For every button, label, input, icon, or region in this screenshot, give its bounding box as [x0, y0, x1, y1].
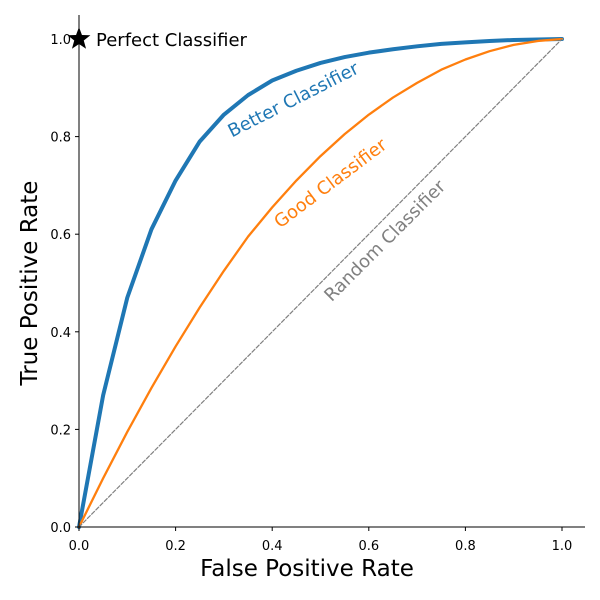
y-tick-label: 1.0 — [50, 33, 71, 48]
x-tick-label: 0.8 — [455, 539, 476, 554]
y-tick-label: 0.4 — [50, 326, 71, 341]
series-layer — [77, 37, 564, 529]
y-tick-label: 0.6 — [50, 228, 71, 243]
y-tick-label: 0.0 — [50, 521, 71, 536]
series-line-random-classifier — [78, 38, 563, 528]
annotation-random-classifier: Random Classifier — [320, 176, 450, 306]
x-axis-title: False Positive Rate — [200, 556, 414, 582]
annotation-perfect-classifier: Perfect Classifier — [96, 30, 248, 51]
y-ticks: 0.0 0.2 0.4 0.6 0.8 1.0 — [50, 33, 79, 536]
x-tick-label: 0.4 — [262, 539, 283, 554]
series-line-good-classifier — [77, 37, 564, 529]
y-tick-label: 0.2 — [50, 423, 71, 438]
y-tick-label: 0.8 — [50, 131, 71, 146]
perfect-classifier-star-icon — [67, 27, 91, 49]
annotation-good-classifier: Good Classifier — [270, 134, 391, 233]
x-tick-label: 0.0 — [69, 539, 90, 554]
x-tick-label: 0.2 — [165, 539, 186, 554]
x-tick-label: 0.6 — [358, 539, 379, 554]
series-line-better-classifier — [77, 37, 564, 529]
x-tick-label: 1.0 — [552, 539, 573, 554]
y-axis-title: True Positive Rate — [17, 181, 43, 387]
x-ticks: 0.0 0.2 0.4 0.6 0.8 1.0 — [69, 527, 573, 554]
